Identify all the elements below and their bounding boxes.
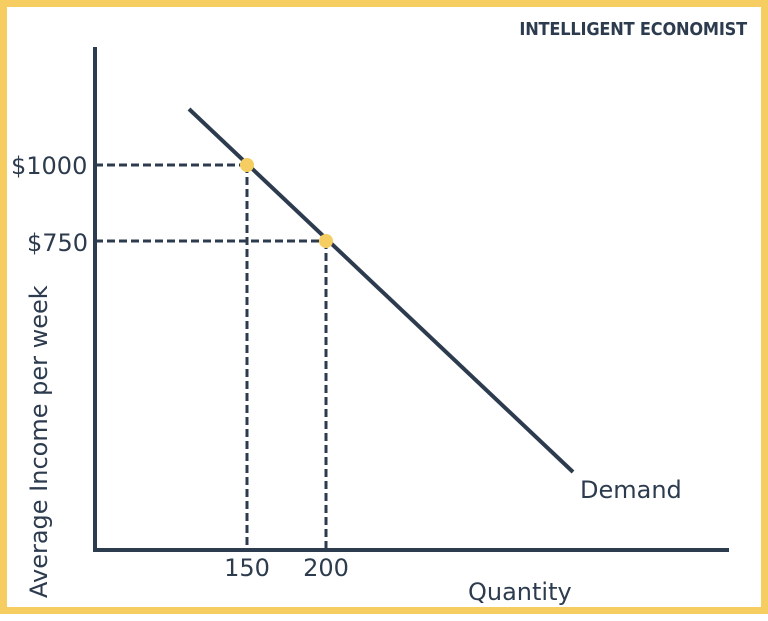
y-axis-label: Average Income per week [25, 285, 53, 598]
brand-logo: INTELLIGENT ECONOMIST [519, 19, 747, 40]
y-tick-1000: $1000 [11, 152, 87, 180]
x-tick-150: 150 [224, 554, 270, 582]
series-label-demand: Demand [580, 476, 682, 504]
x-axis-label: Quantity [468, 578, 572, 606]
x-tick-200: 200 [303, 554, 349, 582]
demand-point-200-750 [319, 234, 333, 248]
y-tick-750: $750 [27, 229, 88, 257]
demand-point-150-1000 [240, 158, 254, 172]
demand-line [187, 107, 575, 474]
chart-svg: $1000 $750 150 200 Demand Quantity Avera… [11, 47, 729, 606]
